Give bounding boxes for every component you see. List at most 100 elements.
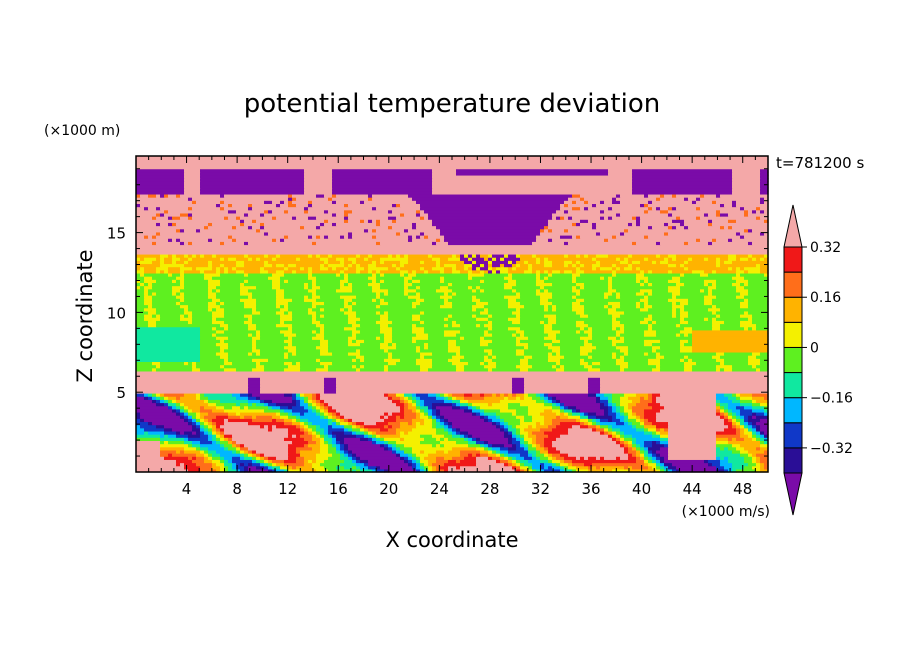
field-cell — [448, 459, 457, 464]
field-cell — [320, 339, 329, 344]
field-cell — [324, 411, 329, 416]
field-cell — [216, 449, 233, 454]
field-cell — [376, 219, 381, 223]
field-cell — [200, 408, 213, 413]
field-cell — [360, 317, 381, 321]
field-cell — [424, 399, 445, 404]
field-cell — [460, 465, 513, 470]
field-cell — [416, 288, 437, 293]
field-cell — [204, 225, 209, 230]
field-cell — [344, 304, 353, 309]
field-cell — [320, 326, 325, 331]
field-cell — [220, 465, 225, 470]
field-cell — [384, 279, 405, 283]
field-cell — [496, 453, 501, 457]
field-cell — [648, 298, 669, 302]
field-cell — [584, 411, 589, 416]
field-cell — [220, 456, 225, 460]
field-cell — [752, 465, 761, 470]
field-cell — [616, 266, 621, 271]
field-cell — [612, 276, 637, 280]
field-cell — [736, 411, 741, 416]
field-cell — [284, 320, 313, 325]
field-cell — [256, 329, 261, 334]
field-cell — [304, 405, 309, 410]
field-cell — [628, 415, 637, 419]
field-cell — [760, 206, 769, 211]
field-cell — [456, 320, 489, 325]
field-cell — [588, 418, 593, 423]
field-cell — [340, 235, 345, 239]
field-cell — [580, 424, 589, 429]
field-cell — [144, 430, 149, 435]
field-cell — [700, 193, 705, 198]
field-cell — [564, 241, 569, 246]
field-cell — [552, 282, 577, 287]
field-cell — [556, 320, 577, 325]
field-cell — [620, 437, 625, 441]
field-cell — [636, 440, 645, 445]
field-cell — [484, 408, 501, 413]
field-cell — [416, 402, 421, 407]
field-cell — [384, 332, 393, 337]
field-cell — [292, 421, 301, 426]
field-cell — [328, 430, 333, 435]
field-cell — [436, 418, 441, 423]
field-cell — [740, 411, 753, 416]
field-cell — [724, 260, 733, 265]
field-cell — [392, 449, 397, 454]
field-cell — [560, 449, 625, 454]
field-cell — [740, 434, 749, 438]
field-cell — [272, 279, 281, 283]
field-cell — [528, 468, 533, 473]
field-cell — [612, 427, 621, 432]
field-cell — [620, 291, 637, 296]
field-cell — [552, 456, 557, 460]
field-cell — [600, 263, 613, 268]
field-cell — [312, 269, 341, 274]
field-cell — [136, 427, 145, 432]
field-cell — [656, 351, 661, 356]
field-cell — [736, 393, 741, 397]
field-cell — [416, 339, 449, 344]
field-cell — [448, 421, 453, 426]
field-cell — [488, 361, 497, 366]
field-cell — [220, 430, 225, 435]
field-cell — [136, 418, 141, 423]
field-cell — [388, 301, 413, 306]
field-cell — [648, 295, 673, 299]
field-cell — [328, 253, 333, 258]
field-cell — [672, 269, 693, 274]
field-cell — [560, 421, 581, 426]
field-cell — [660, 345, 681, 350]
field-cell — [576, 253, 581, 258]
field-cell — [640, 219, 673, 223]
field-cell — [540, 449, 549, 454]
field-cell — [148, 291, 153, 296]
field-cell — [404, 263, 437, 268]
field-cell — [624, 329, 645, 334]
field-cell — [296, 399, 301, 404]
field-cell — [256, 402, 265, 407]
field-cell — [388, 367, 421, 372]
field-cell — [396, 415, 401, 419]
field-cell — [356, 253, 361, 258]
field-cell — [480, 415, 485, 419]
field-cell — [328, 342, 349, 347]
field-cell — [744, 206, 757, 211]
field-cell — [284, 266, 289, 271]
field-cell — [284, 468, 289, 473]
field-cell — [412, 197, 569, 201]
field-cell — [280, 238, 285, 242]
field-cell — [348, 263, 353, 268]
field-cell — [704, 298, 713, 302]
field-cell — [288, 415, 297, 419]
field-cell — [612, 263, 617, 268]
field-cell — [424, 411, 429, 416]
field-cell — [276, 418, 285, 423]
field-cell — [328, 446, 337, 451]
field-cell — [376, 272, 381, 277]
field-cell — [560, 203, 565, 208]
field-cell — [356, 336, 377, 340]
field-cell — [328, 434, 333, 438]
